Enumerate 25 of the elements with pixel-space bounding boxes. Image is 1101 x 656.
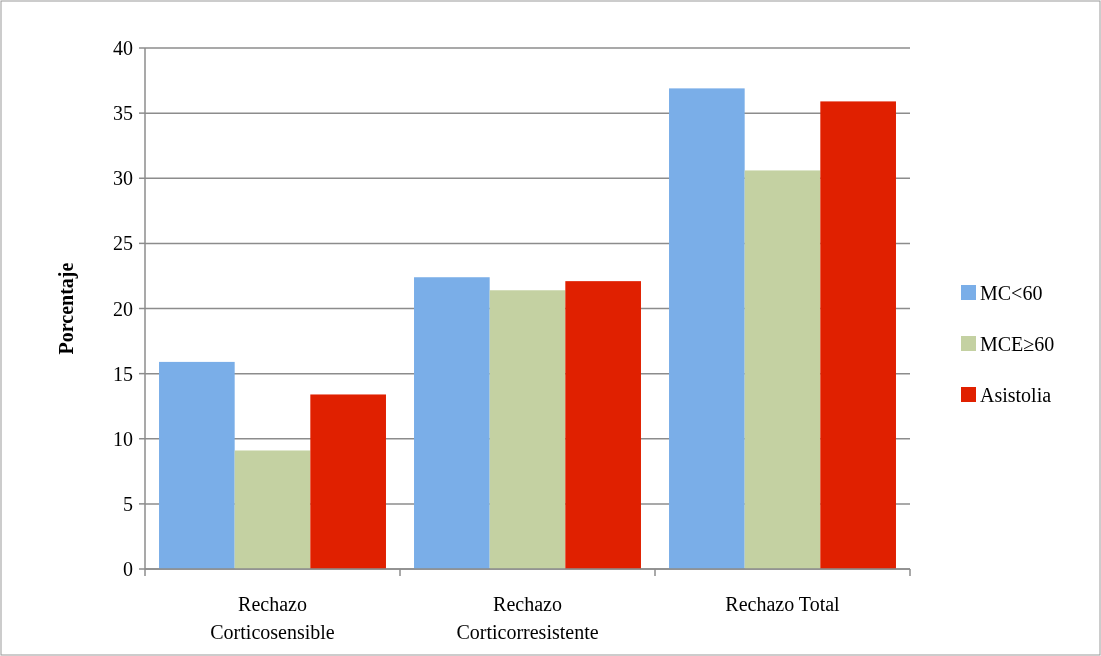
y-tick-label: 35 <box>113 102 133 125</box>
bar <box>159 361 235 569</box>
y-axis-title: Porcentaje <box>55 262 78 355</box>
x-tick-label: Rechazo Total <box>725 593 841 615</box>
x-tick-label: Rechazo Corticorresistente <box>456 593 599 643</box>
bar <box>414 277 490 569</box>
bar <box>310 394 386 569</box>
y-tick-label: 20 <box>113 297 133 320</box>
x-tick-label: Rechazo Corticosensible <box>210 593 335 643</box>
bar <box>820 101 896 569</box>
legend-label: MCE≥60 <box>980 333 1055 355</box>
bar <box>669 88 745 569</box>
y-tick-label: 15 <box>113 362 133 385</box>
legend-label: MC<60 <box>980 282 1043 304</box>
bar <box>744 170 821 569</box>
legend-label: Asistolia <box>980 384 1052 406</box>
y-tick-label: 0 <box>123 558 133 580</box>
bar <box>489 290 566 569</box>
bar <box>565 281 641 569</box>
y-tick-label: 5 <box>123 492 133 515</box>
bar <box>234 450 311 569</box>
y-tick-label: 10 <box>113 427 133 450</box>
y-tick-label: 25 <box>113 232 133 255</box>
y-tick-label: 30 <box>113 167 133 190</box>
y-tick-label: 40 <box>113 37 133 59</box>
